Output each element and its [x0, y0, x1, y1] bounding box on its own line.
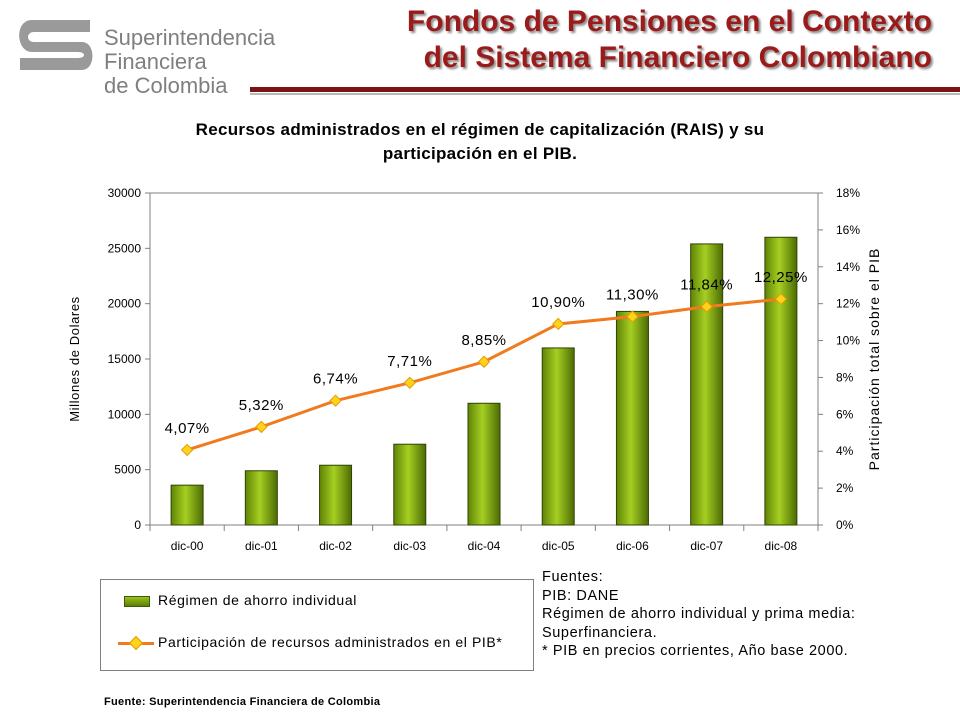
line-point [626, 310, 639, 323]
x-axis-tick-label: dic-08 [765, 539, 798, 553]
bar [615, 310, 649, 526]
chart-title-line: participación en el PIB. [382, 144, 578, 163]
y-axis-tick-label: 25000 [108, 241, 142, 255]
logo-line: Financiera [104, 49, 207, 74]
page-title-line: del Sistema Financiero Colombiano [423, 41, 932, 74]
logo-emblem-icon [19, 20, 93, 70]
line-point [180, 443, 194, 457]
x-axis-tick-label: dic-02 [319, 539, 352, 553]
data-label: 10,90% [531, 294, 585, 311]
data-label: 5,32% [239, 397, 284, 414]
x-axis-tick-label: dic-03 [393, 539, 426, 553]
line-point [477, 355, 491, 368]
y2-axis-tick-label: 16% [836, 223, 860, 237]
y2-axis-tick-label: 14% [836, 260, 860, 274]
bar [690, 243, 724, 526]
plot-area: 0 5000 10000 15000 20000 25000 30000 0% 2% 4% 6% 8%… [67, 186, 882, 553]
bar [244, 470, 278, 526]
logo-line: de Colombia [104, 73, 228, 98]
y2-axis-tick-label: 6% [836, 407, 854, 421]
y2-axis-tick-label: 12% [836, 297, 860, 311]
y2-axis-tick-label: 18% [836, 186, 860, 200]
title-divider [250, 87, 960, 92]
x-axis-tick-label: dic-04 [468, 539, 501, 553]
y2-axis-tick-label: 4% [836, 444, 854, 458]
data-label: 7,71% [387, 353, 432, 370]
y-axis-title: Millones de Dolares [67, 296, 82, 422]
title-divider-shadow [250, 93, 960, 95]
y2-axis-tick-label: 2% [836, 481, 854, 495]
x-axis-tick-label: dic-05 [542, 539, 575, 553]
legend-bar-swatch [124, 596, 150, 607]
line-point [255, 420, 268, 434]
x-axis-tick-label: dic-07 [690, 539, 723, 553]
x-axis-tick-label: dic-01 [245, 539, 278, 553]
bar [467, 402, 501, 526]
footer-source: Fuente: Superintendencia Financiera de C… [104, 696, 381, 708]
legend-label: Régimen de ahorro individual [158, 592, 357, 608]
data-label: 11,30% [606, 287, 659, 304]
line-point [700, 300, 713, 313]
y-axis-tick-label: 0 [134, 518, 141, 532]
data-label: 8,85% [461, 332, 506, 349]
bar [393, 443, 427, 526]
y2-axis-tick-label: 8% [836, 370, 854, 384]
line-point [552, 317, 565, 331]
logo-line: Superintendencia [104, 25, 276, 50]
y-axis-tick-label: 30000 [108, 186, 142, 200]
page-title: Fondos de Pensiones en el Contexto del S… [407, 4, 932, 76]
x-axis-tick-label: dic-06 [616, 539, 649, 553]
y2-axis-title: Participación total sobre el PIB [866, 248, 882, 471]
bar [170, 484, 204, 526]
data-label: 6,74% [313, 371, 358, 388]
note-line: PIB: DANE [542, 587, 620, 604]
y-axis-tick-label: 5000 [114, 463, 141, 477]
bar [764, 236, 798, 526]
bar [319, 464, 353, 526]
data-label: 4,07% [165, 420, 210, 437]
line-point [403, 376, 416, 390]
y-axis-tick-label: 15000 [108, 352, 142, 366]
line-point [774, 292, 788, 306]
legend [100, 579, 534, 671]
note-line: Superfinanciera. [542, 624, 658, 641]
note-line: * PIB en precios corrientes, Año base 20… [542, 643, 849, 659]
data-label: 11,84% [680, 277, 733, 294]
x-axis-tick-label: dic-00 [171, 539, 204, 553]
chart-title-line: Recursos administrados en el régimen de … [195, 120, 765, 139]
y2-axis-tick-label: 10% [836, 334, 860, 348]
logo: Superintendencia Financiera de Colombia [12, 12, 275, 98]
y-axis-tick-label: 10000 [108, 407, 142, 421]
sources-note: Fuentes: PIB: DANE Régimen de ahorro ind… [542, 568, 952, 661]
y-axis-tick-label: 20000 [108, 297, 142, 311]
data-label: 12,25% [754, 269, 808, 286]
bar [541, 347, 575, 526]
line-point [329, 394, 342, 407]
logo-text: Superintendencia Financiera de Colombia [104, 26, 275, 98]
legend-label: Participación de recursos administrados … [158, 634, 503, 650]
y2-axis-tick-label: 0% [836, 518, 854, 532]
note-line: Fuentes: [542, 569, 604, 585]
note-line: Régimen de ahorro individual y prima med… [542, 606, 856, 622]
page-title-line: Fondos de Pensiones en el Contexto [406, 5, 932, 38]
chart-title: Recursos administrados en el régimen de … [100, 118, 860, 166]
